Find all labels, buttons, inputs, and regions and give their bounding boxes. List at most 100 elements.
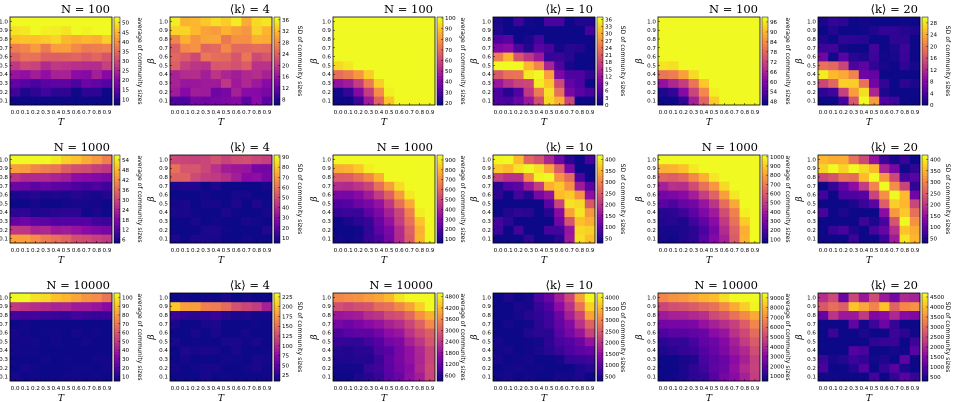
heatmap-cell	[384, 172, 395, 182]
colorbar-segment	[597, 298, 603, 303]
colorbar-segment	[762, 172, 768, 176]
heatmap-cell	[584, 43, 596, 53]
heatmap-cell	[50, 345, 62, 355]
heatmap-cell	[889, 43, 900, 53]
heatmap-cell	[668, 372, 679, 382]
heatmap-cell	[414, 17, 426, 27]
heatmap-cell	[533, 181, 545, 191]
heatmap-cell	[200, 234, 212, 244]
heatmap-cell	[91, 43, 103, 53]
heatmap-cell	[20, 345, 31, 355]
heatmap-cell	[503, 181, 514, 191]
x-tick-label: 0.0	[819, 248, 828, 254]
y-tick-label: 0.4	[0, 72, 8, 78]
y-tick-label: 1.0	[322, 157, 331, 163]
heatmap-cell	[889, 293, 900, 303]
x-tick-label: 0.0	[659, 248, 668, 254]
heatmap-cell	[909, 172, 921, 182]
colorbar-segment	[922, 31, 928, 35]
colorbar-segment	[762, 351, 768, 355]
colorbar-segment	[437, 34, 443, 38]
heatmap-cell	[61, 225, 72, 235]
y-tick-label: 0.4	[647, 210, 656, 216]
colorbar-segment	[114, 184, 120, 188]
colorbar-tick-label: 2000	[770, 364, 785, 370]
heatmap-panel-r0c3: ⟨k⟩ = 100.0 0.1 0.2 0.3 0.4 0.5 0.6 0.7 0.8 0.90.…	[470, 2, 626, 128]
colorbar-segment	[597, 93, 603, 97]
heatmap-cell	[838, 78, 849, 88]
heatmap-cell	[200, 78, 212, 88]
heatmap-cell	[363, 199, 375, 209]
heatmap-cell	[71, 25, 82, 35]
colorbar-tick-label: 18	[122, 218, 130, 224]
heatmap-cell	[50, 354, 62, 364]
colorbar-segment	[114, 61, 120, 65]
x-tick-label: 0.7	[82, 110, 91, 116]
colorbar-segment	[597, 58, 603, 62]
heatmap-cell	[828, 163, 839, 173]
heatmap-cell	[698, 293, 710, 303]
colorbar-segment	[922, 207, 928, 212]
y-tick-label: 0.6	[482, 193, 491, 199]
colorbar-segment	[114, 84, 120, 88]
colorbar-segment	[762, 240, 768, 244]
heatmap-cell	[574, 328, 586, 338]
heatmap-cell	[424, 69, 436, 79]
heatmap-cell	[523, 225, 535, 235]
heatmap-cell	[544, 337, 555, 347]
heatmap-cell	[251, 225, 263, 235]
heatmap-cell	[848, 61, 860, 71]
heatmap-cell	[261, 17, 273, 27]
heatmap-cell	[709, 207, 720, 217]
heatmap-cell	[544, 17, 555, 27]
colorbar-segment	[274, 207, 280, 212]
heatmap-cell	[554, 225, 565, 235]
x-tick-label: 0.6	[720, 248, 729, 254]
heatmap-cell	[523, 293, 535, 303]
heatmap-cell	[838, 363, 849, 373]
colorbar-segment	[597, 295, 603, 300]
y-tick-label: 0.5	[0, 339, 8, 345]
heatmap-cell	[221, 319, 232, 329]
heatmap-cell	[544, 234, 555, 244]
heatmap-cell	[251, 301, 263, 311]
heatmap-cell	[30, 216, 41, 226]
heatmap-cell	[838, 96, 849, 106]
x-tick-label: 0.8	[740, 386, 749, 392]
heatmap-cell	[221, 207, 232, 217]
heatmap-cell	[81, 43, 92, 53]
heatmap-cell	[210, 328, 222, 338]
heatmap-cell	[81, 155, 92, 165]
colorbar-segment	[114, 166, 120, 171]
x-axis-label: T	[706, 394, 713, 402]
heatmap-cell	[818, 155, 829, 165]
heatmap-cell	[101, 155, 113, 165]
y-tick-label: 0.4	[159, 348, 168, 354]
colorbar-segment	[437, 237, 443, 241]
heatmap-cell	[493, 190, 504, 200]
colorbar-segment	[274, 22, 280, 27]
heatmap-cell	[838, 207, 849, 217]
heatmap-cell	[493, 25, 504, 35]
heatmap-cell	[424, 337, 436, 347]
colorbar-segment	[114, 66, 120, 71]
x-tick-label: 0.0	[494, 110, 503, 116]
heatmap-cell	[719, 216, 730, 226]
y-tick-label: 1.0	[647, 157, 656, 163]
heatmap-cell	[729, 25, 740, 35]
heatmap-cell	[493, 301, 504, 311]
colorbar-segment	[762, 360, 768, 364]
heatmap-cell	[170, 87, 181, 97]
colorbar-segment	[762, 213, 768, 217]
heatmap-cell	[20, 190, 31, 200]
heatmap-cell	[513, 234, 524, 244]
heatmap-cell	[40, 96, 52, 106]
colorbar-segment	[762, 69, 768, 74]
heatmap-cell	[414, 181, 426, 191]
heatmap-cell	[373, 372, 385, 382]
heatmap-cell	[210, 43, 222, 53]
heatmap-cell	[574, 172, 586, 182]
x-tick-label: 0.0	[819, 386, 828, 392]
y-tick-label: 0.5	[322, 339, 331, 345]
colorbar-segment	[274, 369, 280, 373]
